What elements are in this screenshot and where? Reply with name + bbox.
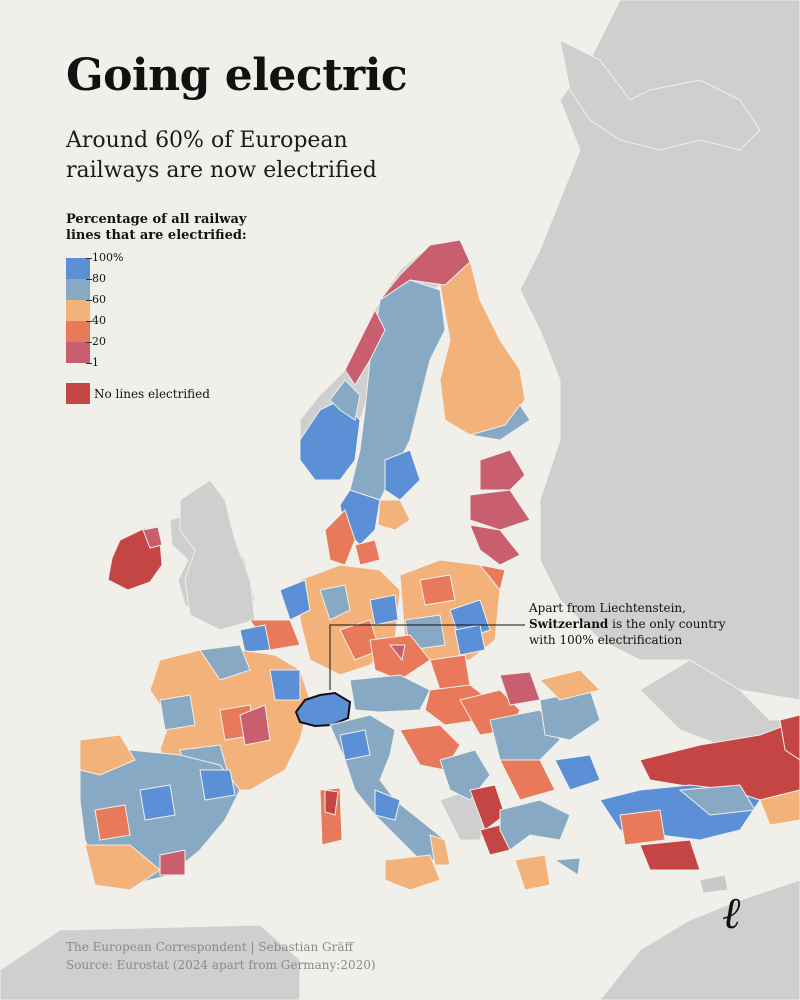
legend-tick-1: 1	[86, 357, 99, 369]
switzerland-annotation: Apart from Liechtenstein, Switzerland is…	[529, 600, 729, 648]
legend-color-bar	[66, 258, 90, 363]
legend-swatch-1-20	[66, 342, 90, 363]
legend-no-lines-label: No lines electrified	[94, 387, 210, 401]
legend-tick-100: 100%	[86, 252, 123, 264]
norway-central	[329, 379, 361, 421]
norway-west	[299, 399, 361, 481]
finland	[379, 239, 531, 441]
footer-credit: The European Correspondent | Sebastian G…	[66, 940, 354, 954]
balkans	[399, 669, 601, 856]
annotation-highlight: Switzerland	[529, 617, 609, 631]
baltics	[469, 449, 531, 566]
page-subtitle: Around 60% of European railways are now …	[66, 128, 377, 183]
italy	[319, 714, 451, 891]
publisher-logo-icon: ℓ	[722, 888, 741, 939]
legend-tick-40: 40	[86, 315, 106, 327]
turkey	[599, 714, 800, 871]
benelux	[239, 579, 311, 653]
switzerland	[294, 691, 352, 728]
legend-tick-80: 80	[86, 273, 106, 285]
legend-swatch-20-40	[66, 321, 90, 342]
great-britain	[179, 479, 256, 631]
legend-tick-60: 60	[86, 294, 106, 306]
denmark	[324, 509, 381, 566]
iberia	[79, 734, 241, 891]
annotation-suffix: is the only country with 100% electrific…	[529, 617, 726, 647]
legend-title: Percentage of all railway lines that are…	[66, 212, 247, 243]
cyprus	[699, 874, 729, 894]
greece	[499, 799, 581, 891]
legend-tick-20: 20	[86, 336, 106, 348]
footer: The European Correspondent | Sebastian G…	[66, 938, 376, 974]
page-title: Going electric	[66, 50, 408, 101]
annotation-leader-line	[329, 624, 525, 690]
legend-swatch-80-100	[66, 258, 90, 279]
austria-hungary	[349, 671, 541, 736]
northern-ireland-region	[142, 526, 163, 549]
annotation-prefix: Apart from Liechtenstein,	[529, 601, 686, 615]
legend-swatch-60-80	[66, 279, 90, 300]
norway-north	[344, 308, 386, 386]
legend-swatch-40-60	[66, 300, 90, 321]
legend-swatch-none	[66, 383, 90, 404]
central-europe	[299, 559, 506, 691]
footer-source: Source: Eurostat (2024 apart from German…	[66, 958, 376, 972]
